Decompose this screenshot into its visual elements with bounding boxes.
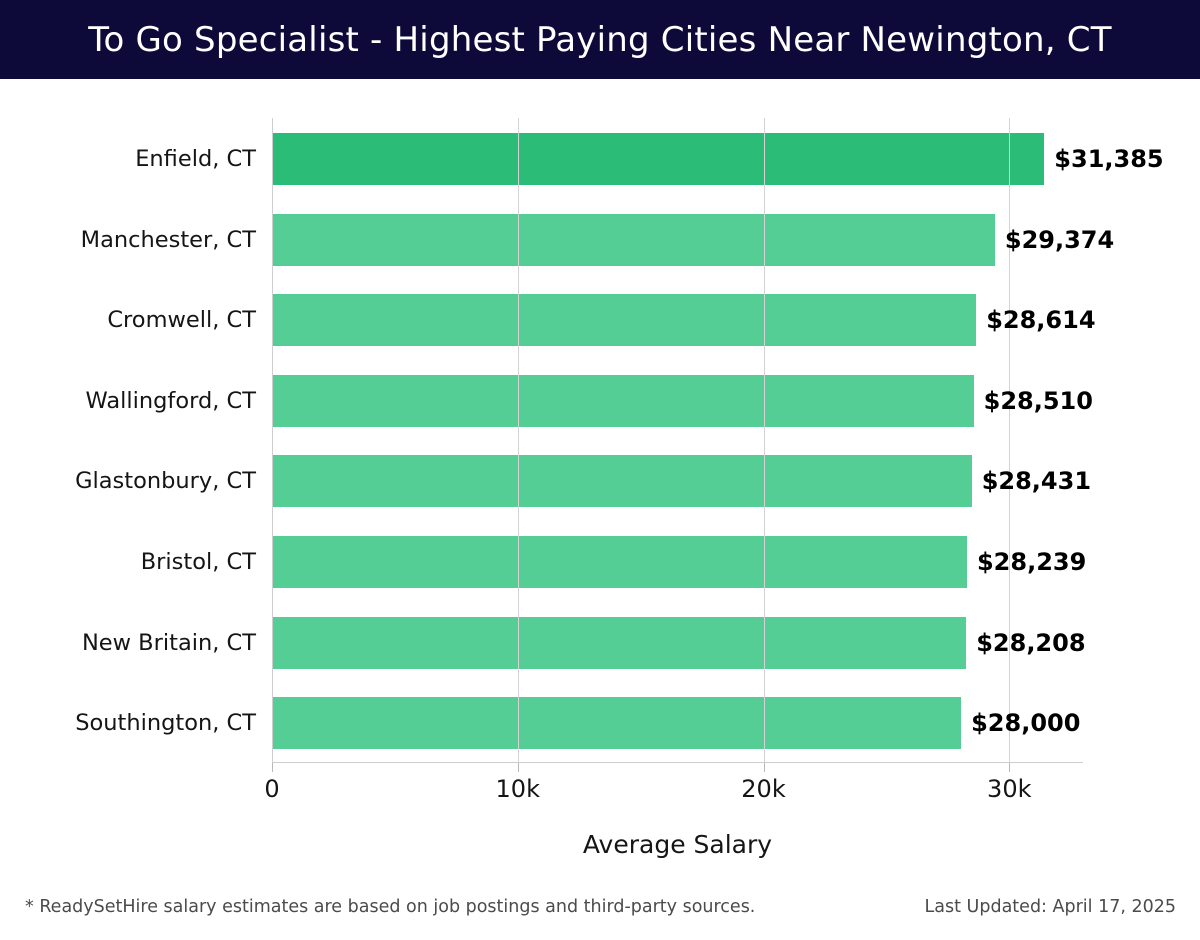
bar-row: Southington, CT $28,000 (0, 697, 1200, 750)
x-axis-line (272, 762, 1083, 763)
gridline (763, 118, 765, 762)
footer-last-updated: Last Updated: April 17, 2025 (924, 897, 1176, 917)
bar[interactable] (273, 455, 972, 508)
category-label: Southington, CT (75, 710, 256, 737)
x-axis-title: Average Salary (582, 830, 773, 859)
bar[interactable] (273, 213, 995, 266)
bar[interactable] (273, 536, 967, 588)
category-label: Bristol, CT (140, 549, 256, 575)
gridline (1009, 118, 1011, 762)
x-axis-tick-label: 0 (264, 775, 280, 803)
bar[interactable] (273, 697, 962, 750)
bar[interactable] (273, 133, 1045, 185)
bar-value-label: $28,431 (981, 467, 1092, 496)
y-axis-line (272, 118, 273, 762)
category-label: Enfield, CT (135, 146, 256, 172)
bar-row: Wallingford, CT $28,510 (0, 374, 1200, 427)
category-label: New Britain, CT (81, 629, 256, 656)
bar-value-label: $28,239 (976, 548, 1087, 576)
category-label: Wallingford, CT (85, 387, 256, 414)
x-axis-tick-label: 10k (495, 775, 540, 803)
x-axis-tickmark (517, 763, 519, 772)
bar[interactable] (273, 374, 974, 427)
category-label: Glastonbury, CT (75, 468, 256, 495)
gridline (517, 118, 519, 762)
footer-note: * ReadySetHire salary estimates are base… (25, 897, 756, 917)
bar-value-label: $31,385 (1054, 145, 1164, 173)
bar[interactable] (273, 616, 967, 669)
bar-row: Cromwell, CT $28,614 (0, 294, 1200, 347)
category-label: Cromwell, CT (107, 307, 256, 334)
bar-value-label: $28,208 (976, 628, 1086, 657)
header-band (0, 0, 1200, 79)
bar-row: Manchester, CT $29,374 (0, 213, 1200, 266)
bar-value-label: $28,510 (983, 386, 1093, 415)
bar-row: Glastonbury, CT $28,431 (0, 455, 1200, 508)
category-label: Manchester, CT (80, 226, 256, 253)
page-title: To Go Specialist - Highest Paying Cities… (88, 19, 1112, 60)
x-axis-tickmark (763, 763, 765, 772)
bar-value-label: $28,614 (986, 306, 1096, 335)
x-axis-tickmark (1009, 763, 1011, 772)
bar-value-label: $28,000 (971, 709, 1081, 738)
bar[interactable] (273, 294, 977, 347)
x-axis-tickmark (272, 763, 273, 772)
bar-value-label: $29,374 (1004, 225, 1115, 254)
bar-row: Bristol, CT $28,239 (0, 536, 1200, 588)
bar-row: New Britain, CT $28,208 (0, 616, 1200, 669)
x-axis-tick-label: 30k (987, 775, 1032, 803)
bar-row: Enfield, CT $31,385 (0, 133, 1200, 185)
x-axis-tick-label: 20k (741, 775, 786, 803)
